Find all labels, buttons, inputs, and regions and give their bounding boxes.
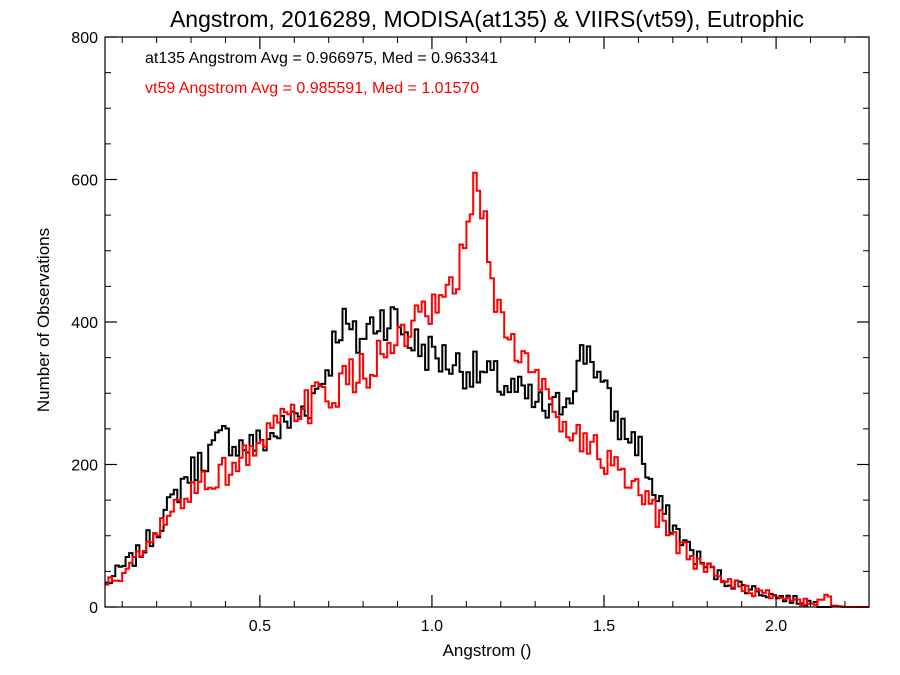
- y-tick-label: 400: [71, 315, 98, 332]
- axis-ticks: 0.5 1.0 1.5 2.0 0 200 400 600 800: [71, 30, 869, 635]
- y-tick-label: 800: [71, 30, 98, 47]
- x-tick-label: 0.5: [249, 618, 271, 635]
- series-0-histogram: [105, 306, 869, 608]
- y-tick-label: 0: [89, 600, 98, 617]
- x-axis-label: Angstrom (): [443, 641, 532, 660]
- x-tick-label: 1.5: [593, 618, 615, 635]
- plot-content: [105, 171, 869, 608]
- y-axis-label: Number of Observations: [34, 228, 53, 412]
- y-tick-label: 600: [71, 173, 98, 190]
- y-tick-label: 200: [71, 458, 98, 475]
- annotation-at135: at135 Angstrom Avg = 0.966975, Med = 0.9…: [145, 50, 498, 67]
- annotation-vt59: vt59 Angstrom Avg = 0.985591, Med = 1.01…: [145, 80, 479, 97]
- series-1-histogram: [105, 171, 869, 608]
- chart-title: Angstrom, 2016289, MODISA(at135) & VIIRS…: [170, 6, 804, 32]
- x-tick-label: 1.0: [421, 618, 443, 635]
- x-tick-label: 2.0: [765, 618, 787, 635]
